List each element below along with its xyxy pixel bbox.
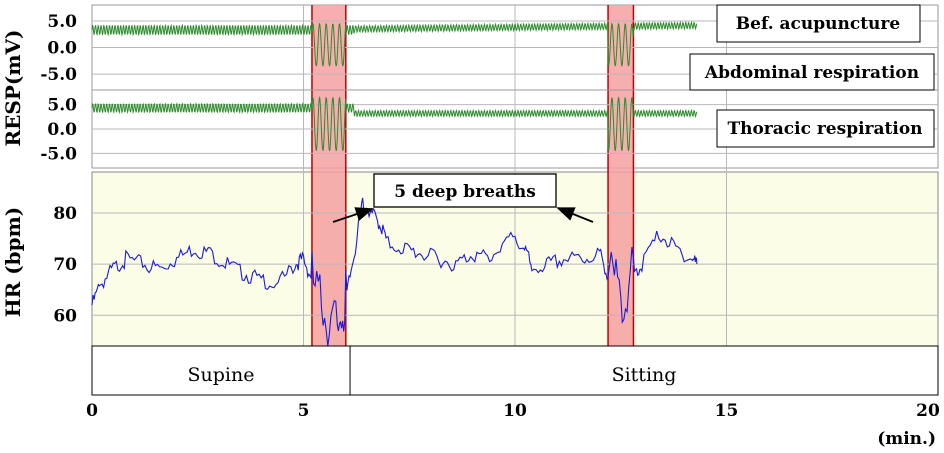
y-tick-label: 60 (53, 306, 77, 326)
resp-trace-label-1: Bef. acupuncture (736, 14, 901, 34)
annotation-box (373, 173, 557, 208)
position-label-sitting: Sitting (612, 364, 677, 386)
y-tick-label: -5.0 (40, 65, 77, 85)
y-tick-label: 70 (53, 255, 77, 275)
resp-trace-1 (91, 20, 698, 68)
x-tick-label: 20 (916, 401, 940, 421)
resp-label-box-2 (689, 53, 935, 91)
annotation-arrow-left (332, 207, 374, 223)
position-bar (91, 345, 939, 396)
hr-series-line (91, 197, 698, 347)
resp-label-box-3 (716, 109, 935, 148)
x-tick-label: 0 (86, 401, 98, 421)
resp-traces (91, 20, 698, 152)
y-tick-label: 0.0 (47, 120, 77, 140)
resp-trace-label-2: Abdominal respiration (704, 63, 919, 83)
resp-trace-label-3: Thoracic respiration (727, 119, 922, 139)
y-tick-labels: 5.0 0.0 -5.0 5.0 0.0 -5.0 80 70 60 (40, 12, 77, 326)
x-tick-label: 15 (715, 401, 739, 421)
hr-axis-label: HR (bpm) (1, 207, 25, 318)
annotation-label: 5 deep breaths (394, 182, 536, 202)
y-tick-label: 5.0 (47, 96, 77, 116)
position-label-supine: Supine (188, 364, 255, 386)
x-tick-label: 5 (298, 401, 310, 421)
y-tick-label: 0.0 (47, 39, 77, 59)
resp-label-box-1 (716, 4, 921, 43)
y-tick-label: -5.0 (40, 144, 77, 164)
x-tick-label: 10 (503, 401, 527, 421)
y-tick-label: 5.0 (47, 12, 77, 32)
x-tick-labels: 0 5 10 15 20 (86, 401, 940, 421)
y-tick-label: 80 (53, 204, 77, 224)
resp-axis-label: RESP(mV) (1, 30, 25, 147)
resp-trace-2 (91, 95, 698, 152)
x-unit-label: (min.) (877, 429, 936, 449)
annotation-arrow-right (556, 207, 594, 223)
